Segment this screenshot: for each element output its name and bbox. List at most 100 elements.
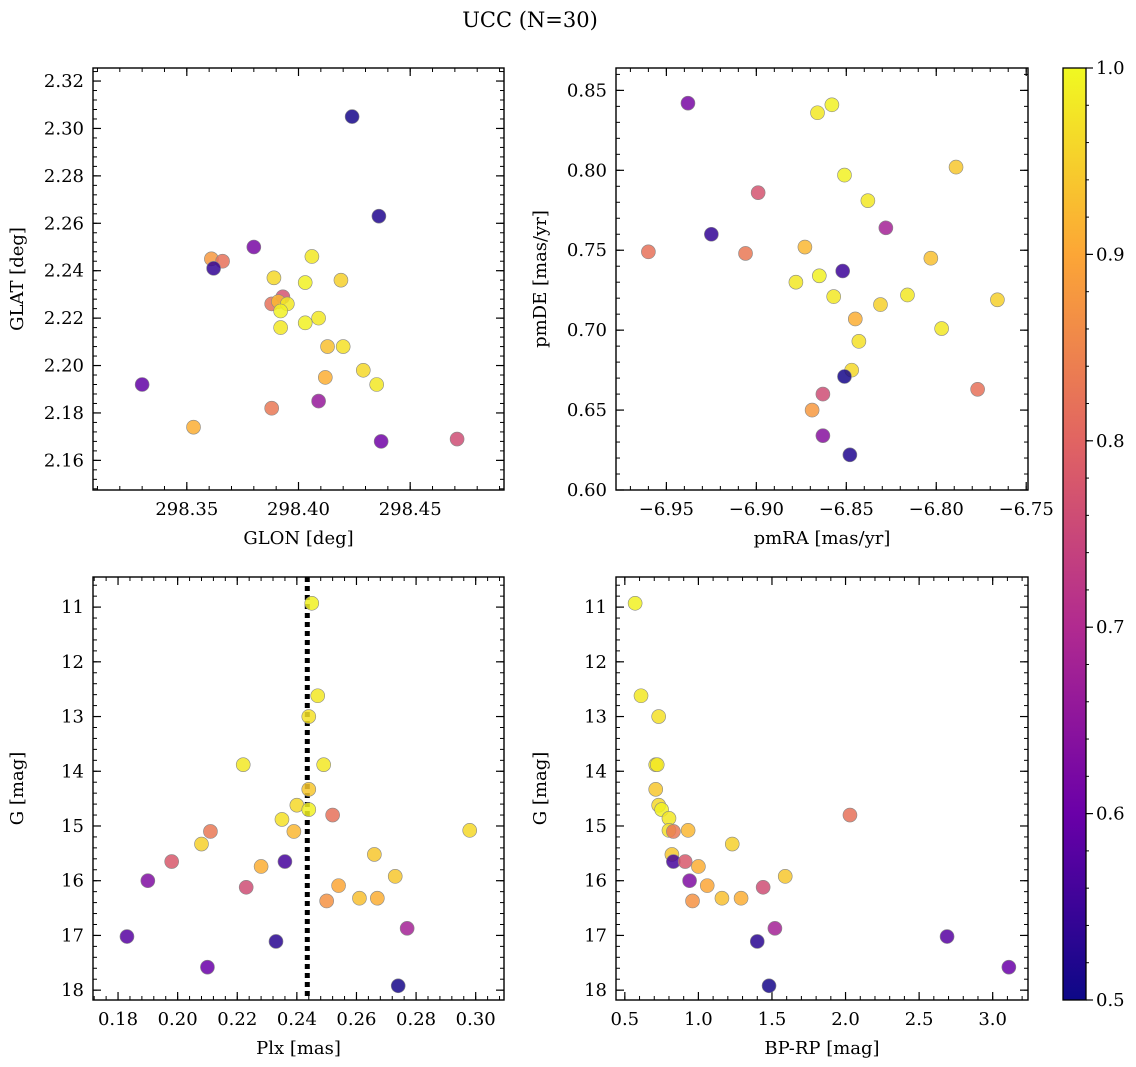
data-point — [286, 824, 302, 839]
data-point — [301, 709, 317, 724]
data-point — [273, 320, 288, 335]
data-point — [699, 878, 715, 893]
data-point — [677, 854, 693, 869]
data-point — [666, 824, 681, 839]
data-point — [824, 97, 840, 113]
y-tick-label: 0.70 — [567, 320, 607, 341]
colorbar-tick-label: 0.9 — [1096, 244, 1125, 265]
x-tick-label: 0.26 — [336, 1009, 376, 1030]
colorbar-tick-label: 0.6 — [1096, 804, 1125, 825]
data-point — [203, 824, 218, 839]
data-point — [767, 921, 783, 936]
x-tick-label: −6.95 — [639, 499, 694, 520]
data-point — [119, 929, 135, 944]
data-point — [842, 447, 858, 463]
data-point — [200, 959, 215, 975]
x-tick-label: 0.18 — [98, 1009, 138, 1030]
data-point — [186, 419, 201, 435]
y-tick-label: 2.28 — [44, 166, 84, 187]
y-tick-label: 2.22 — [44, 308, 84, 329]
data-point — [268, 934, 284, 949]
colorbar: 0.5 0.6 0.7 0.8 0.9 1.0 — [1062, 58, 1125, 1011]
axes-frame — [92, 67, 505, 491]
y-tick-label: 14 — [61, 761, 84, 782]
data-point — [344, 109, 360, 124]
data-point — [815, 386, 831, 402]
data-point — [331, 878, 346, 893]
y-axis-label: G [mag] — [530, 752, 551, 825]
y-tick-label: 18 — [61, 980, 84, 1001]
data-point — [266, 270, 282, 286]
data-point — [301, 802, 317, 817]
data-point — [934, 321, 949, 336]
data-point — [462, 823, 478, 838]
y-tick-label: 0.75 — [567, 240, 607, 261]
x-tick-label: −6.90 — [729, 499, 784, 520]
data-point — [649, 757, 665, 772]
data-point — [900, 287, 915, 303]
colorbar-tick-label: 1.0 — [1096, 58, 1125, 79]
data-point — [847, 311, 863, 327]
x-tick-label: −6.80 — [909, 499, 964, 520]
x-tick-label: 0.22 — [217, 1009, 257, 1030]
y-tick-label: 12 — [61, 652, 84, 673]
data-point — [810, 105, 825, 121]
data-point — [837, 369, 852, 384]
data-point — [878, 220, 894, 236]
y-tick-label: 13 — [584, 707, 607, 728]
data-point — [724, 836, 740, 852]
data-point — [320, 339, 335, 354]
data-point — [140, 873, 156, 889]
y-tick-label: 15 — [584, 816, 607, 837]
data-point — [194, 836, 209, 852]
data-point — [369, 377, 384, 392]
x-tick-label: 3.0 — [978, 1009, 1007, 1030]
y-tick-label: 2.20 — [44, 356, 84, 377]
data-point — [691, 859, 706, 874]
x-tick-label: 0.24 — [277, 1009, 317, 1030]
y-tick-label: 16 — [584, 871, 607, 892]
data-point — [651, 709, 666, 724]
data-point — [246, 239, 262, 255]
data-point — [235, 757, 251, 772]
data-point — [387, 869, 403, 884]
data-point — [325, 807, 340, 823]
colorbar-tick-label: 0.7 — [1096, 617, 1125, 638]
data-point — [851, 334, 867, 349]
data-point — [310, 688, 326, 704]
data-point — [804, 402, 820, 418]
data-point — [335, 339, 351, 354]
data-point — [264, 400, 279, 416]
data-point — [641, 244, 656, 260]
data-point — [680, 823, 696, 838]
x-tick-label: 0.20 — [158, 1009, 198, 1030]
axes-frame — [615, 67, 1029, 491]
data-point — [815, 428, 831, 443]
x-axis-label: pmRA [mas/yr] — [754, 528, 891, 549]
data-point — [788, 274, 804, 290]
y-tick-label: 12 — [584, 652, 607, 673]
data-point — [680, 95, 696, 111]
x-tick-label: −6.75 — [999, 499, 1054, 520]
x-axis-label: BP-RP [mag] — [764, 1038, 879, 1059]
x-tick-label: 0.5 — [611, 1009, 640, 1030]
y-axis-label: G [mag] — [7, 752, 28, 825]
y-tick-label: 0.65 — [567, 400, 607, 421]
data-point — [134, 377, 150, 392]
y-tick-label: 2.18 — [44, 403, 84, 424]
data-point — [373, 434, 389, 449]
y-tick-label: 14 — [584, 761, 607, 782]
x-tick-label: 2.0 — [831, 1009, 860, 1030]
data-point — [367, 847, 382, 862]
data-point — [277, 854, 293, 869]
data-point — [749, 934, 765, 949]
data-point — [399, 921, 415, 936]
figure-title: UCC (N=30) — [462, 8, 598, 32]
x-tick-label: 1.5 — [758, 1009, 787, 1030]
data-point — [777, 869, 793, 884]
data-point — [304, 595, 320, 611]
data-point — [797, 239, 813, 255]
data-point — [164, 854, 179, 869]
y-tick-label: 2.32 — [44, 71, 84, 92]
colorbar-tick-label: 0.8 — [1096, 431, 1125, 452]
